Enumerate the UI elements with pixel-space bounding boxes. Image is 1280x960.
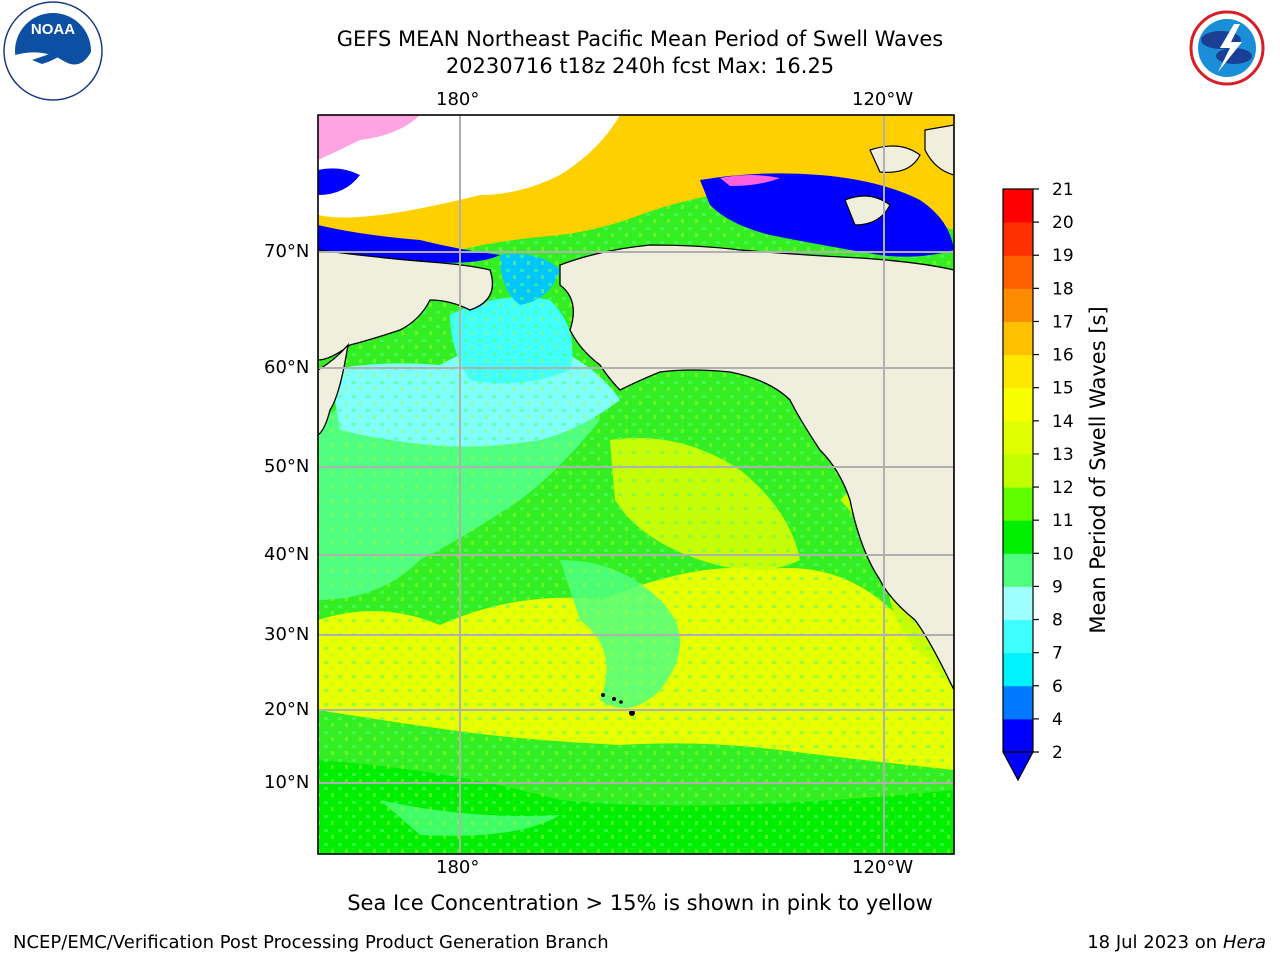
colorbar-tick-label: 17 [1052,312,1074,332]
footer-timestamp: 18 Jul 2023 on Hera [1087,932,1266,953]
lat-label-30n: 30°N [264,624,310,645]
colorbar-tick-label: 13 [1052,445,1074,465]
colorbar-swatch [1003,189,1033,223]
lat-label-40n: 40°N [264,544,310,565]
lat-label-60n: 60°N [264,357,310,378]
lat-label-20n: 20°N [264,699,310,720]
colorbar-tick-label: 6 [1052,677,1063,697]
lon-label-bottom-180: 180° [436,857,480,878]
chart-title: GEFS MEAN Northeast Pacific Mean Period … [336,27,944,51]
chart-subtitle: 20230716 t18z 240h fcst Max: 16.25 [445,54,835,78]
colorbar-tick-label: 16 [1052,346,1074,366]
colorbar-swatch [1003,619,1033,654]
colorbar: 2 4 6 7 8 9 10 11 12 13 14 15 16 17 18 19 20 21 [1001,180,1074,782]
colorbar-swatch [1003,586,1033,621]
colorbar-swatch [1003,453,1033,488]
colorbar-swatch [1003,387,1033,422]
colorbar-tick-label: 7 [1052,644,1063,664]
land-siberia [318,249,494,361]
footer-host: Hera [1222,932,1266,953]
noaa-logo: NOAA [2,0,104,102]
map-frame [317,114,955,855]
colorbar-tick-label: 9 [1052,577,1063,597]
colorbar-swatch [1003,222,1033,256]
lat-label-50n: 50°N [264,456,310,477]
colorbar-swatch [1003,685,1033,720]
colorbar-swatch [1003,520,1033,554]
colorbar-tick-label: 10 [1052,544,1074,564]
colorbar-tick-label: 21 [1052,180,1074,200]
colorbar-swatch [1003,553,1033,587]
colorbar-extend-arrow [1001,751,1035,782]
swell-band-beaufort [700,173,954,257]
ice-caption: Sea Ice Concentration > 15% is shown in … [347,891,933,915]
colorbar-label: Mean Period of Swell Waves [s] [1086,306,1110,634]
colorbar-tick-label: 2 [1052,743,1063,763]
colorbar-swatch [1003,420,1033,455]
colorbar-tick-label: 8 [1052,611,1063,631]
nws-logo [1176,0,1278,100]
colorbar-swatch [1003,321,1033,356]
footer-branch: NCEP/EMC/Verification Post Processing Pr… [13,932,609,953]
colorbar-tick-label: 19 [1052,246,1074,266]
lat-label-70n: 70°N [264,241,310,262]
sea-ice-white [318,115,620,218]
colorbar-frame [1002,188,1034,753]
lon-label-bottom-120w: 120°W [852,857,914,878]
colorbar-swatch [1003,255,1033,289]
colorbar-tick-label: 20 [1052,213,1074,233]
colorbar-tick-label: 4 [1052,710,1063,730]
colorbar-tick-label: 18 [1052,279,1074,299]
footer-date: 18 Jul 2023 on [1087,932,1223,953]
colorbar-swatch [1003,718,1033,753]
colorbar-tick-label: 15 [1052,379,1074,399]
colorbar-swatch [1003,288,1033,322]
graticule [318,115,954,854]
colorbar-tick-label: 11 [1052,511,1074,531]
hawaii-islands [601,693,635,716]
lon-label-top-180: 180° [436,89,480,110]
lon-label-top-120w: 120°W [852,89,914,110]
colorbar-swatch [1003,354,1033,389]
colorbar-tick-label: 12 [1052,478,1074,498]
colorbar-tick-label: 14 [1052,412,1074,432]
map-panel [318,115,954,854]
noaa-logo-text: NOAA [31,21,75,38]
lat-label-10n: 10°N [264,772,310,793]
colorbar-swatch [1003,652,1033,687]
colorbar-swatch [1003,487,1033,521]
